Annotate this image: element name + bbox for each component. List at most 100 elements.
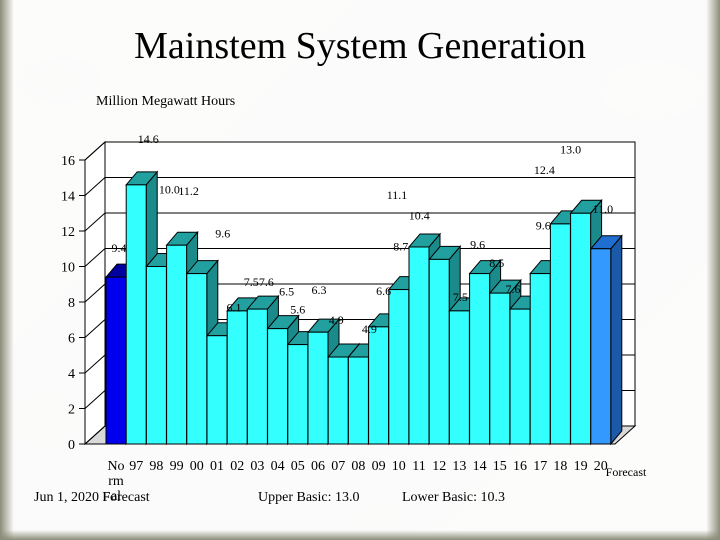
x-tick-label: 10 xyxy=(392,459,406,474)
data-label: 6.6 xyxy=(376,284,391,298)
y-axis-unit-label: Million Megawatt Hours xyxy=(96,94,236,109)
bar xyxy=(549,223,571,445)
bar xyxy=(368,326,390,445)
lower-basic-note: Lower Basic: 10.3 xyxy=(402,490,506,505)
bar xyxy=(105,276,127,445)
x-tick-label: 20 xyxy=(594,459,608,474)
bar xyxy=(206,335,228,445)
upper-basic-note: Upper Basic: 13.0 xyxy=(258,490,360,505)
camo-edge-left xyxy=(0,0,14,540)
bar xyxy=(287,344,309,445)
x-tick-label: 17 xyxy=(533,459,547,474)
bar xyxy=(186,273,208,445)
x-tick-label: No xyxy=(107,459,124,474)
data-label: 10.4 xyxy=(409,208,430,222)
x-tick-label: 05 xyxy=(291,459,305,474)
y-tick-label: 12 xyxy=(61,225,75,240)
x-tick-label: 12 xyxy=(432,459,446,474)
date-note-text: Jun 1, 2020 F xyxy=(34,490,111,505)
camo-edge-bottom xyxy=(0,530,720,540)
bar xyxy=(267,328,289,445)
bar xyxy=(570,212,592,445)
data-label: 7.6 xyxy=(506,282,521,296)
data-label: 4.9 xyxy=(362,322,377,336)
bar xyxy=(428,258,450,445)
bar xyxy=(307,331,329,445)
x-tick-label: 18 xyxy=(553,459,567,474)
x-tick-label: 97 xyxy=(129,459,143,474)
x-tick-label: 03 xyxy=(250,459,264,474)
x-tick-label: al xyxy=(111,489,121,504)
bar xyxy=(469,273,491,445)
bar xyxy=(590,248,612,445)
y-tick-label: 14 xyxy=(61,190,75,205)
data-label: 6.1 xyxy=(227,301,242,315)
x-tick-label: 11 xyxy=(412,459,425,474)
x-tick-label: 07 xyxy=(331,459,345,474)
data-label: 6.5 xyxy=(279,285,294,299)
bar xyxy=(327,356,349,445)
date-note-forecast: Forecast xyxy=(102,490,150,505)
data-label: 12.4 xyxy=(534,163,555,177)
data-label: 6.3 xyxy=(312,283,327,297)
x-tick-label: 14 xyxy=(473,459,487,474)
x-tick-label: 15 xyxy=(493,459,507,474)
data-label: 9.6 xyxy=(215,227,230,241)
bar xyxy=(529,273,551,445)
bar xyxy=(125,184,147,445)
data-label: 13.0 xyxy=(560,142,581,156)
x-tick-label: 13 xyxy=(452,459,466,474)
data-label: 4.9 xyxy=(329,313,344,327)
gridline xyxy=(84,177,635,196)
bar xyxy=(509,308,531,445)
x-tick-label: 09 xyxy=(372,459,386,474)
x-tick-label: 02 xyxy=(230,459,244,474)
x-tick-label: 00 xyxy=(190,459,204,474)
y-tick-label: 0 xyxy=(68,438,75,453)
bar xyxy=(448,310,470,445)
x-tick-label: rm xyxy=(108,474,124,489)
x-tick-label: 08 xyxy=(351,459,365,474)
x-tick-label: 16 xyxy=(513,459,527,474)
data-label: 14.6 xyxy=(138,132,159,146)
x-tick-label: 01 xyxy=(210,459,224,474)
gridline xyxy=(84,212,635,232)
bar xyxy=(388,289,410,445)
y-tick-label: 8 xyxy=(68,296,75,311)
bar xyxy=(226,310,248,445)
data-label: 11.2 xyxy=(178,184,199,198)
data-label: 7.6 xyxy=(259,275,274,289)
bar xyxy=(246,308,268,445)
x-tick-label: 19 xyxy=(574,459,588,474)
y-tick-label: 2 xyxy=(68,403,75,418)
bar xyxy=(166,244,188,445)
bar-side xyxy=(610,234,623,446)
data-label: 8.5 xyxy=(489,256,504,270)
x-tick-label: 06 xyxy=(311,459,325,474)
y-tick-label: 4 xyxy=(68,367,75,382)
forecast-label: Forecast xyxy=(606,465,647,479)
chart-title: Mainstem System Generation xyxy=(134,25,586,67)
bar xyxy=(145,266,167,445)
gridline xyxy=(84,141,635,161)
y-tick-label: 16 xyxy=(61,154,75,169)
data-label: 9.6 xyxy=(470,238,485,252)
data-label: 11.0 xyxy=(593,202,614,216)
date-note: Jun 1, 2020 FForecast xyxy=(34,490,158,506)
x-tick-label: 98 xyxy=(149,459,163,474)
data-label: 11.1 xyxy=(387,188,408,202)
x-tick-label: 04 xyxy=(271,459,285,474)
bar xyxy=(489,292,511,445)
data-label: 7.5 xyxy=(453,290,468,304)
y-tick-label: 6 xyxy=(68,332,75,347)
bar xyxy=(408,246,430,445)
y-tick-label: 10 xyxy=(61,261,75,276)
bar xyxy=(347,356,369,445)
data-label: 10.0 xyxy=(159,183,180,197)
data-label: 9.6 xyxy=(536,219,551,233)
data-label: 7.5 xyxy=(244,275,259,289)
data-label: 5.6 xyxy=(290,303,305,317)
camo-edge-right xyxy=(706,0,720,540)
data-label: 9.4 xyxy=(112,241,127,255)
